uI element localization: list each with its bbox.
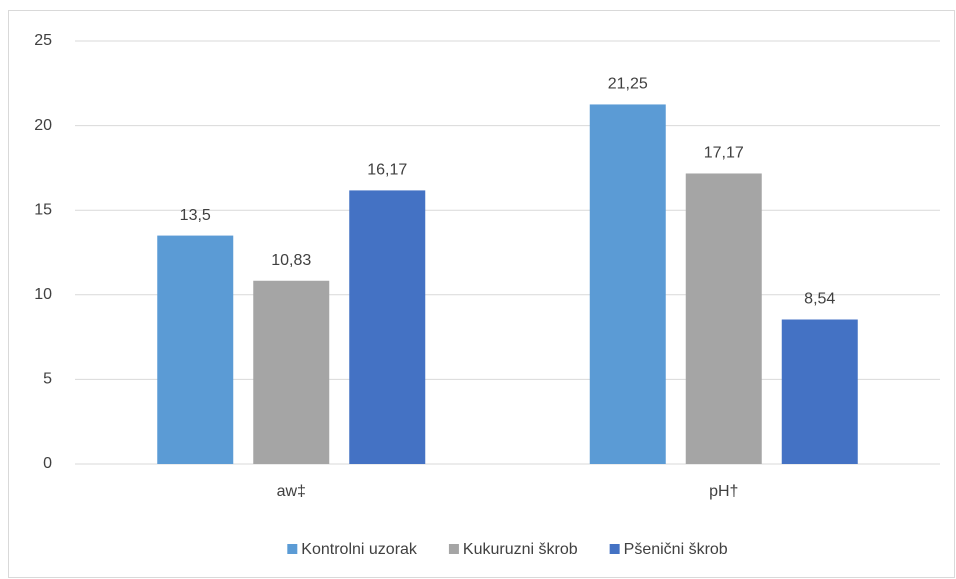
legend-swatch bbox=[448, 544, 459, 554]
x-tick-label: aw‡ bbox=[277, 483, 306, 500]
value-label: 8,54 bbox=[804, 291, 835, 308]
value-label: 13,5 bbox=[180, 207, 211, 224]
y-tick-label: 10 bbox=[34, 286, 52, 303]
legend-label: Kontrolni uzorak bbox=[301, 541, 418, 558]
y-tick-label: 5 bbox=[43, 371, 52, 388]
value-label: 21,25 bbox=[608, 76, 648, 93]
bar bbox=[253, 280, 330, 464]
y-tick-label: 25 bbox=[34, 32, 52, 49]
bar bbox=[781, 319, 858, 464]
bar bbox=[685, 173, 762, 465]
legend-label: Kukuruzni škrob bbox=[463, 541, 578, 558]
value-label: 10,83 bbox=[271, 252, 311, 269]
value-label: 17,17 bbox=[704, 145, 744, 162]
x-tick-label: pH† bbox=[709, 483, 738, 500]
y-tick-label: 15 bbox=[34, 201, 52, 218]
bar bbox=[589, 104, 666, 464]
y-tick-label: 0 bbox=[43, 455, 52, 472]
legend-swatch bbox=[287, 544, 298, 554]
y-tick-label: 20 bbox=[34, 117, 52, 134]
value-label: 16,17 bbox=[367, 162, 407, 179]
bar bbox=[349, 190, 426, 464]
legend-swatch bbox=[609, 544, 620, 554]
bar bbox=[157, 235, 234, 464]
legend-label: Pšenični škrob bbox=[624, 541, 728, 558]
